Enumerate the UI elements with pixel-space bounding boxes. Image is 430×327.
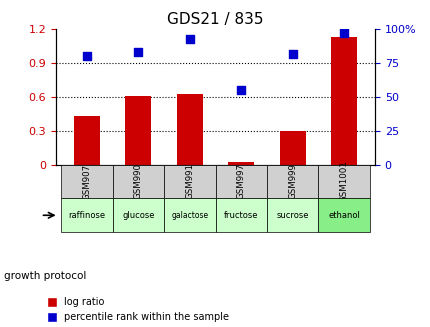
Legend: log ratio, percentile rank within the sample: log ratio, percentile rank within the sa… xyxy=(48,297,228,322)
Bar xyxy=(74,116,99,164)
Bar xyxy=(266,198,318,232)
Bar xyxy=(164,198,215,232)
Bar xyxy=(228,162,254,164)
Bar xyxy=(176,94,202,164)
Text: galactose: galactose xyxy=(171,211,208,220)
Bar xyxy=(318,198,369,232)
Point xyxy=(186,36,193,42)
Point xyxy=(340,31,347,36)
Bar xyxy=(318,164,369,198)
Bar xyxy=(279,131,305,164)
Text: ethanol: ethanol xyxy=(327,211,359,220)
Bar xyxy=(266,164,318,198)
Text: GSM990: GSM990 xyxy=(134,164,142,199)
Bar xyxy=(112,164,164,198)
Text: GSM1001: GSM1001 xyxy=(339,161,348,202)
Bar xyxy=(215,164,266,198)
Text: GSM907: GSM907 xyxy=(82,164,91,199)
Title: GDS21 / 835: GDS21 / 835 xyxy=(167,12,263,27)
Point xyxy=(83,54,90,59)
Bar xyxy=(215,198,266,232)
Point xyxy=(289,51,295,56)
Bar xyxy=(164,164,215,198)
Text: GSM991: GSM991 xyxy=(185,164,194,199)
Text: growth protocol: growth protocol xyxy=(4,271,86,281)
Text: raffinose: raffinose xyxy=(68,211,105,220)
Bar xyxy=(125,96,151,164)
Text: glucose: glucose xyxy=(122,211,154,220)
Bar xyxy=(331,37,356,164)
Text: GSM999: GSM999 xyxy=(288,164,296,199)
Point xyxy=(135,50,141,55)
Text: GSM997: GSM997 xyxy=(236,164,245,199)
Bar xyxy=(61,198,112,232)
Text: sucrose: sucrose xyxy=(276,211,308,220)
Bar xyxy=(112,198,164,232)
Text: fructose: fructose xyxy=(224,211,258,220)
Point xyxy=(237,88,244,93)
Bar xyxy=(61,164,112,198)
